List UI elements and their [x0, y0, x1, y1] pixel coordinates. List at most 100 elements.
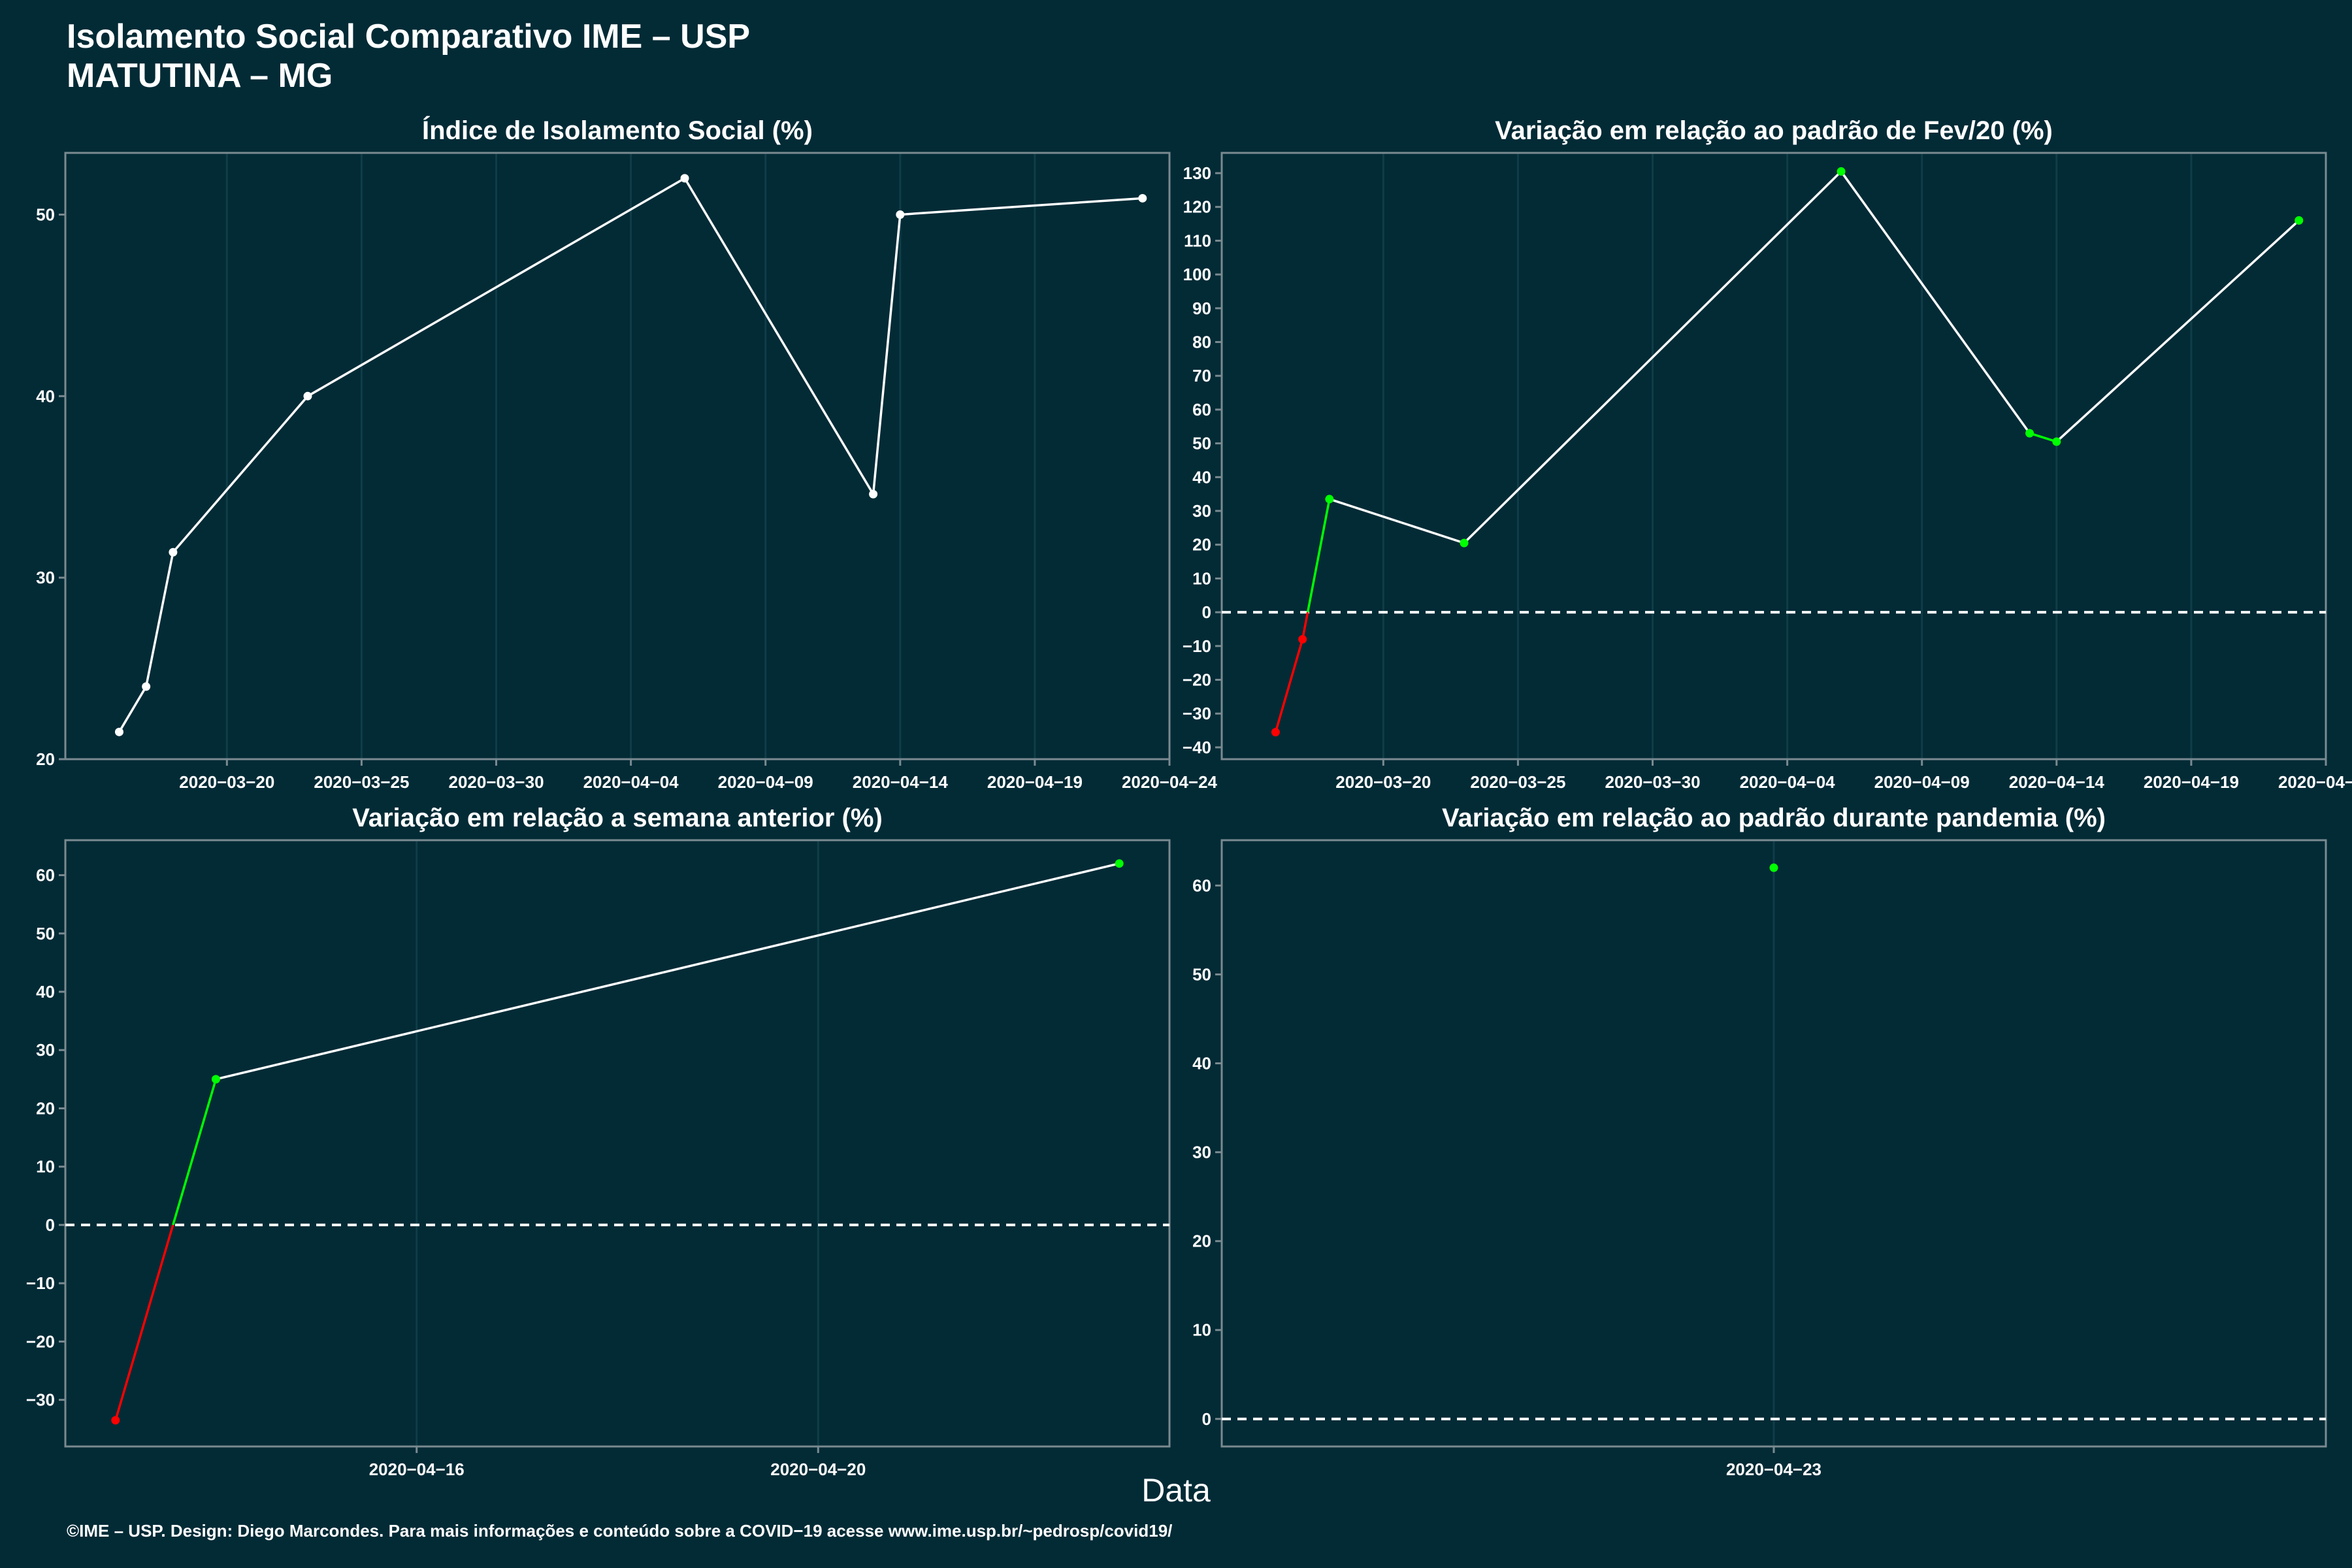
series-segment [172, 1079, 218, 1226]
y-tick-label: 50 [1192, 434, 1211, 453]
panel-title-variation-week: Variação em relação a semana anterior (%… [352, 804, 883, 832]
y-tick-label: 10 [1192, 568, 1211, 588]
x-axis-label: Data [1141, 1472, 1211, 1509]
x-tick-label: 2020−03−30 [448, 772, 544, 792]
x-tick-label: 2020−04−09 [1874, 772, 1970, 792]
data-point [114, 727, 123, 736]
panel-title-variation-feb: Variação em relação ao padrão de Fev/20 … [1495, 116, 2053, 145]
data-point [1271, 728, 1280, 737]
y-tick-label: 40 [36, 982, 55, 1002]
y-tick-label: 50 [1192, 964, 1211, 984]
page-title: Isolamento Social Comparativo IME – USP … [67, 17, 750, 95]
y-tick-label: 30 [1192, 1143, 1211, 1162]
x-tick-label: 2020−04−24 [1122, 772, 1218, 792]
series-segment [1301, 612, 1309, 640]
series-segment [144, 551, 174, 687]
panel-border [64, 152, 1171, 760]
x-tick-label: 2020−03−20 [1335, 772, 1431, 792]
y-tick-label: −30 [26, 1390, 55, 1410]
y-tick-label: −10 [26, 1273, 55, 1293]
x-tick-label: 2020−04−04 [1740, 772, 1836, 792]
y-tick-label: 60 [1192, 400, 1211, 419]
y-tick-label: 20 [36, 749, 55, 769]
y-tick-label: 20 [1192, 1232, 1211, 1251]
y-tick-label: −20 [26, 1331, 55, 1351]
series-segment [1274, 638, 1304, 733]
x-tick-label: 2020−03−30 [1605, 772, 1700, 792]
y-tick-label: 30 [36, 568, 55, 587]
y-tick-label: 80 [1192, 333, 1211, 352]
series-segment [2029, 432, 2057, 443]
data-point [169, 547, 178, 557]
data-point [680, 174, 689, 183]
series-segment [900, 197, 1143, 216]
series-segment [1306, 498, 1331, 613]
series-segment [2055, 220, 2300, 443]
y-tick-label: −30 [1183, 704, 1211, 723]
series-segment [172, 395, 309, 553]
data-point [869, 489, 878, 498]
x-tick-label: 2020−04−14 [2009, 772, 2105, 792]
y-tick-label: 50 [36, 204, 55, 224]
x-tick-label: 2020−04−20 [770, 1460, 866, 1479]
data-point [211, 1075, 220, 1084]
y-tick-label: 70 [1192, 366, 1211, 385]
y-tick-label: 40 [36, 386, 55, 406]
series-segment [1840, 171, 2031, 434]
x-tick-label: 2020−03−25 [314, 772, 409, 792]
data-point [2025, 429, 2034, 438]
x-tick-label: 2020−04−19 [2144, 772, 2239, 792]
x-tick-label: 2020−04−19 [987, 772, 1083, 792]
y-tick-label: 30 [1192, 501, 1211, 521]
series-segment [118, 685, 148, 733]
series-segment [1463, 171, 1842, 544]
series-segment [1329, 498, 1465, 544]
series-segment [307, 177, 685, 397]
data-point [142, 682, 151, 691]
series-segment [872, 214, 902, 495]
y-tick-label: −40 [1183, 738, 1211, 757]
y-tick-label: 20 [1192, 535, 1211, 555]
data-point [303, 391, 312, 400]
title-line-1: Isolamento Social Comparativo IME – USP [67, 18, 751, 56]
panel-border [64, 839, 1171, 1448]
data-point [2295, 216, 2304, 225]
y-tick-label: 90 [1192, 299, 1211, 318]
data-point [1460, 538, 1469, 547]
y-tick-label: 110 [1184, 231, 1211, 250]
y-tick-label: 0 [1202, 1409, 1211, 1429]
data-point [1325, 495, 1334, 504]
y-tick-label: 100 [1183, 265, 1211, 284]
y-tick-label: 50 [36, 924, 55, 943]
panel-title-isolation-index: Índice de Isolamento Social (%) [422, 116, 813, 145]
panel-border [1220, 152, 2327, 760]
y-tick-label: 10 [36, 1157, 55, 1177]
x-tick-label: 2020−04−14 [853, 772, 949, 792]
series-segment [683, 178, 875, 495]
y-tick-label: 0 [1202, 602, 1211, 622]
data-point [1837, 167, 1846, 176]
x-tick-label: 2020−04−23 [1726, 1460, 1821, 1479]
y-tick-label: 60 [36, 866, 55, 885]
y-tick-label: 120 [1183, 197, 1211, 217]
y-tick-label: −10 [1183, 636, 1211, 656]
y-tick-label: 30 [36, 1040, 55, 1060]
series-segment [216, 862, 1120, 1081]
y-tick-label: 10 [1192, 1320, 1211, 1340]
x-tick-label: 2020−04−16 [369, 1460, 465, 1479]
x-tick-label: 2020−04−04 [583, 772, 679, 792]
data-point [2052, 437, 2061, 446]
data-point [1298, 634, 1307, 644]
y-tick-label: 60 [1192, 875, 1211, 895]
title-line-2: MATUTINA – MG [67, 57, 333, 95]
y-tick-label: 130 [1183, 163, 1211, 183]
x-tick-label: 2020−03−20 [179, 772, 274, 792]
data-point [1769, 863, 1778, 872]
data-point [111, 1416, 120, 1425]
panel-title-variation-pandemic: Variação em relação ao padrão durante pa… [1442, 804, 2106, 832]
x-tick-label: 2020−03−25 [1470, 772, 1565, 792]
x-tick-label: 2020−04−24 [2278, 772, 2352, 792]
x-tick-label: 2020−04−09 [718, 772, 813, 792]
data-point [1138, 193, 1147, 203]
